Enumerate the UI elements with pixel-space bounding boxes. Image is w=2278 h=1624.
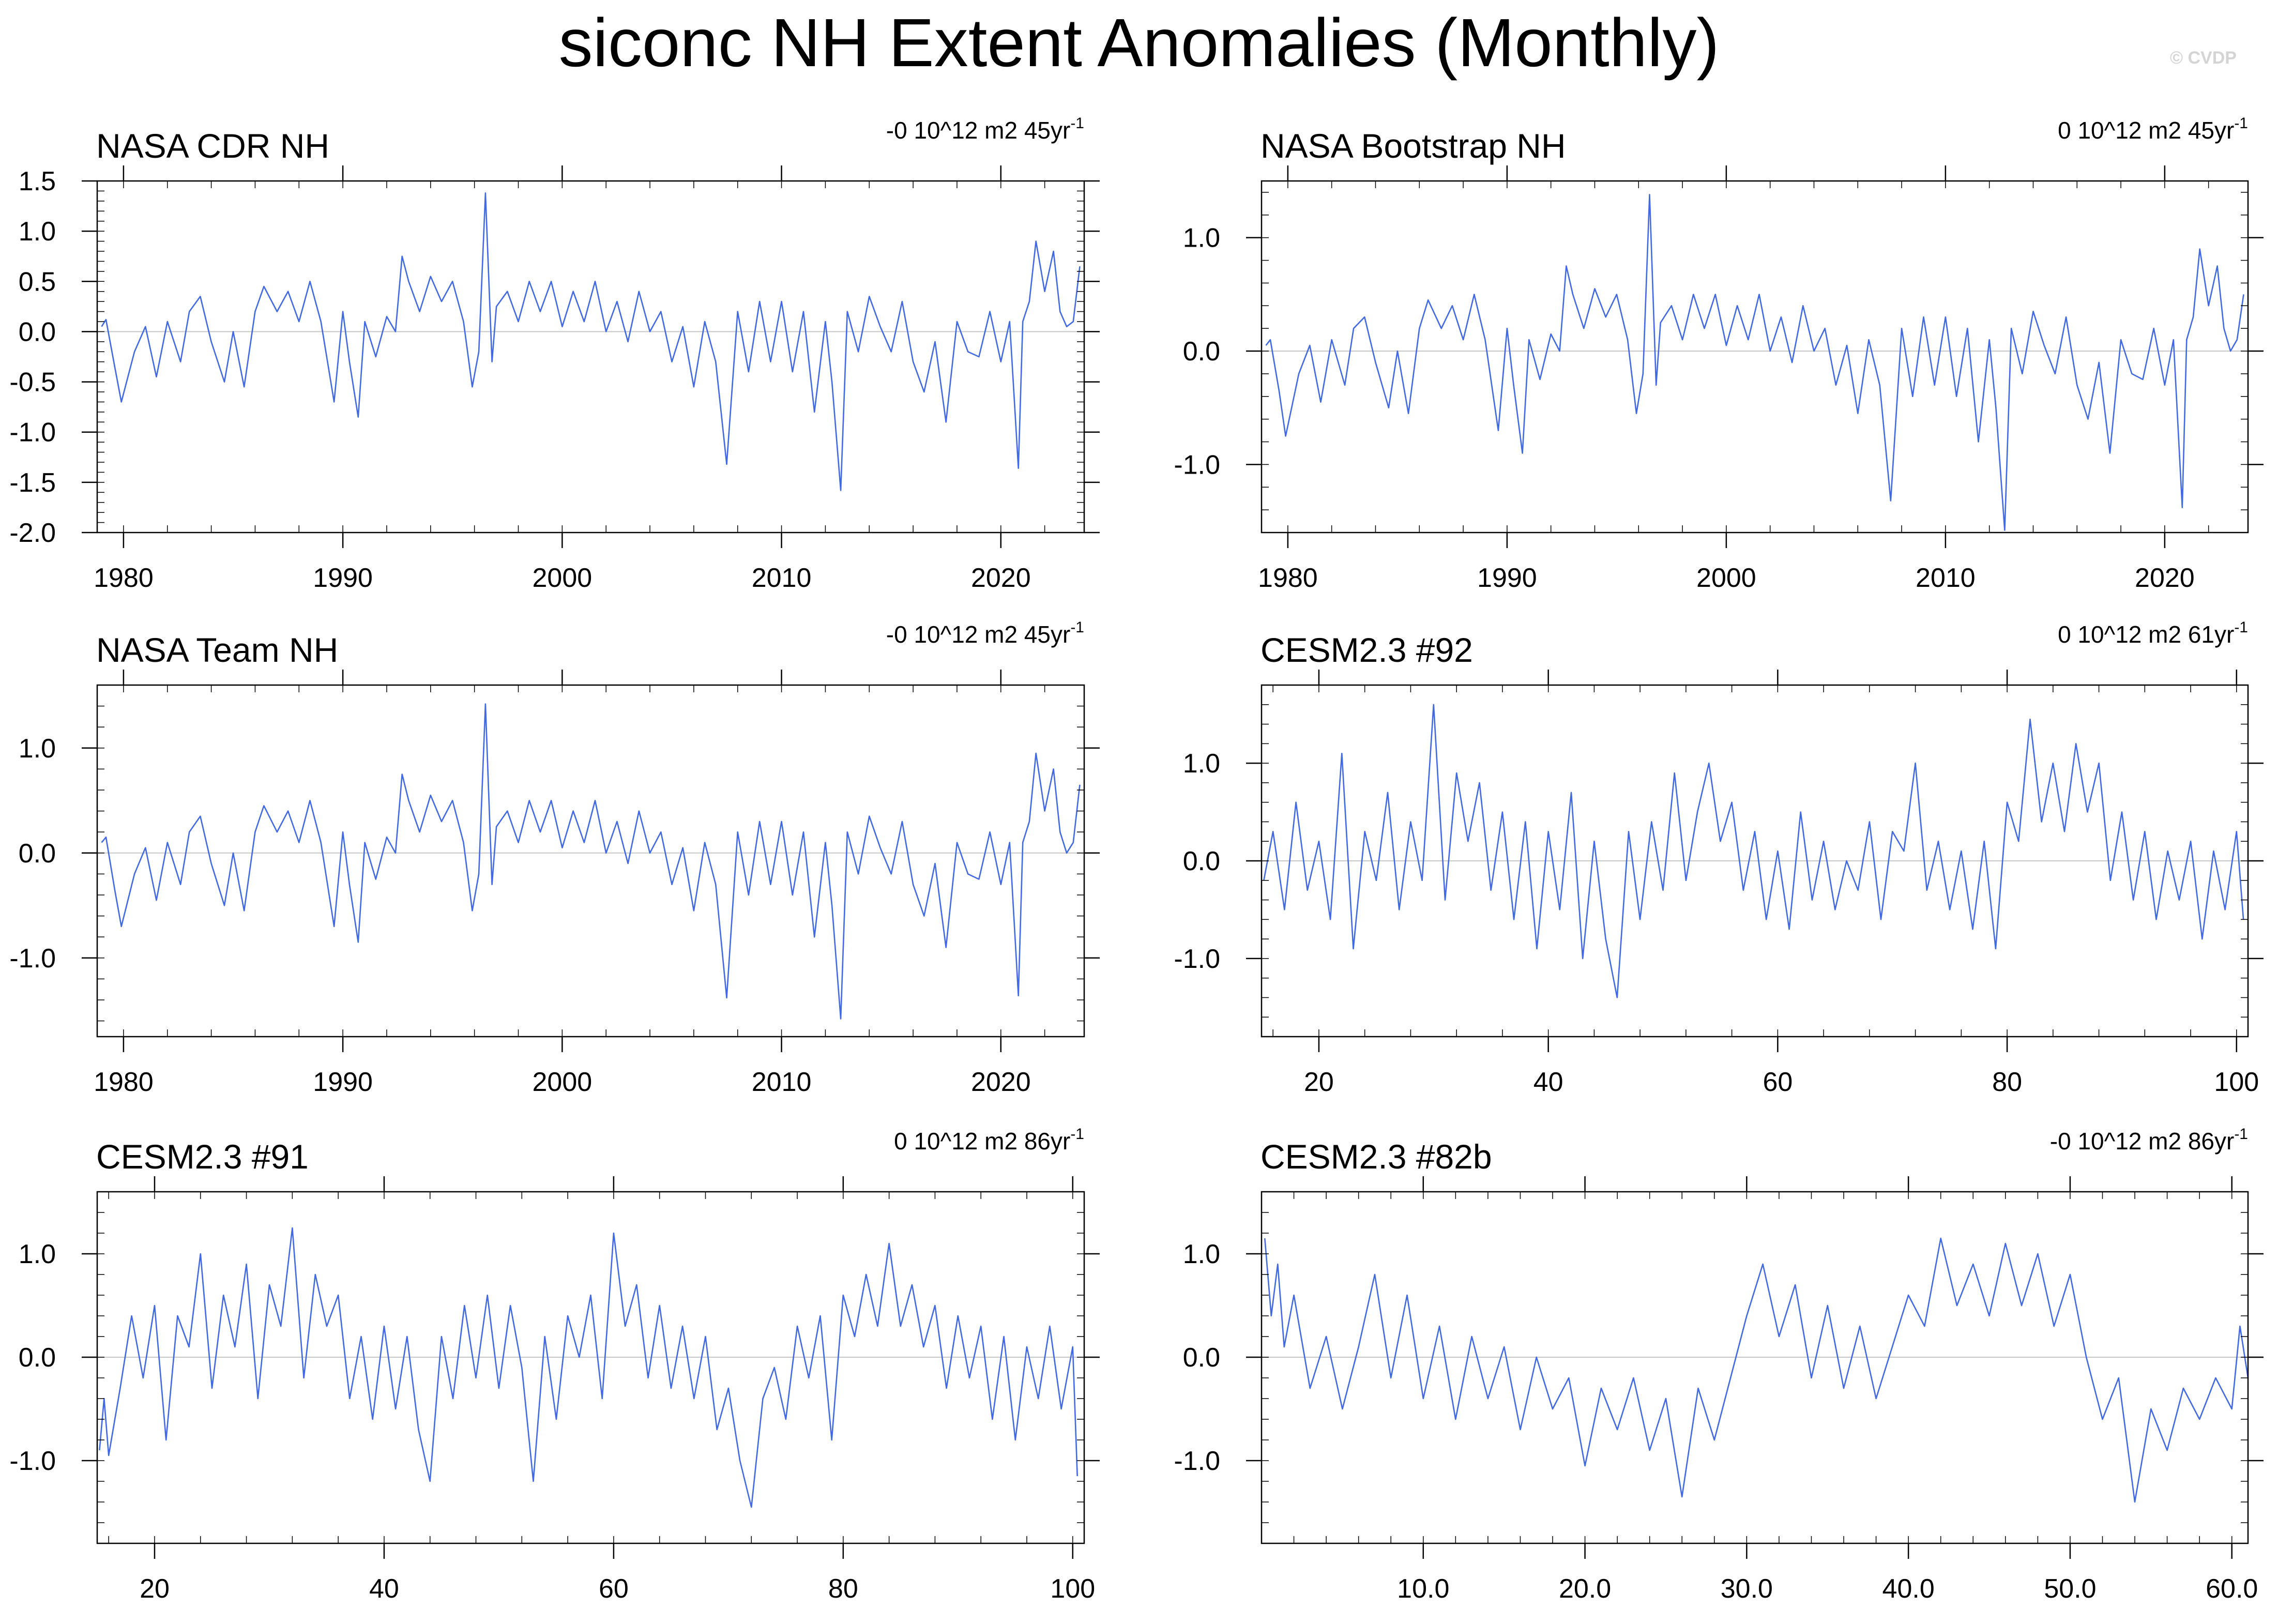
y-tick-label: 1.5	[19, 166, 56, 196]
trend-exponent: -1	[1070, 1126, 1084, 1143]
trend-annotation: 0 10^12 m2 45yr-1	[2058, 115, 2248, 144]
plot-frame	[96, 180, 1085, 534]
x-tick-label: 1980	[94, 563, 154, 593]
x-tick-label: 40	[1533, 1067, 1563, 1097]
y-tick-label: -1.0	[9, 944, 56, 974]
x-tick-label: 2010	[1916, 563, 1976, 593]
x-tick-label: 100	[2214, 1067, 2259, 1097]
y-tick-label: 0.0	[1183, 1343, 1220, 1373]
y-tick-label: 1.0	[1183, 749, 1220, 779]
trend-exponent: -1	[1070, 619, 1084, 636]
panel-title: CESM2.3 #92	[1261, 631, 1473, 669]
panel-title: CESM2.3 #91	[96, 1137, 309, 1176]
x-tick-label: 20	[1304, 1067, 1334, 1097]
plot-frame	[1261, 1191, 2249, 1544]
y-tick-label: 0.0	[19, 839, 56, 869]
trend-exponent: -1	[2234, 619, 2248, 636]
x-tick-label: 20.0	[1559, 1574, 1611, 1604]
panel-title: NASA CDR NH	[96, 127, 329, 165]
panel-title: NASA Bootstrap NH	[1261, 127, 1566, 165]
series-line	[99, 1227, 1078, 1508]
x-tick-label: 40.0	[1882, 1574, 1935, 1604]
y-tick-label: 0.0	[1183, 337, 1220, 367]
series-line	[101, 703, 1081, 1020]
trend-annotation: 0 10^12 m2 86yr-1	[894, 1126, 1084, 1155]
x-tick-label: 60	[599, 1574, 629, 1604]
y-tick-label: -1.0	[9, 1446, 56, 1476]
y-tick-label: 0.0	[1183, 846, 1220, 876]
trend-text: 0 10^12 m2 61yr	[2058, 621, 2234, 648]
y-tick-label: 1.0	[19, 217, 56, 247]
trend-annotation: -0 10^12 m2 45yr-1	[886, 619, 1084, 648]
chart-panel-5: 20 40 60 80 100 -1.0 0.0 1.0 CESM2.3 #91 0 10^12 …	[9, 1126, 1100, 1604]
y-tick-label: -2.0	[9, 518, 56, 548]
watermark: © CVDP	[2170, 48, 2237, 68]
x-tick-label: 1990	[1477, 563, 1537, 593]
x-tick-label: 1990	[313, 563, 373, 593]
series-line	[1264, 1237, 2249, 1503]
series-line	[1263, 704, 2244, 998]
x-tick-label: 100	[1050, 1574, 1095, 1604]
x-tick-label: 10.0	[1397, 1574, 1449, 1604]
x-tick-label: 1990	[313, 1067, 373, 1097]
y-tick-label: -1.0	[1174, 1446, 1220, 1476]
plot-frame	[1261, 180, 2249, 534]
x-tick-label: 50.0	[2044, 1574, 2096, 1604]
trend-text: -0 10^12 m2 45yr	[886, 117, 1071, 144]
y-tick-label: 1.0	[1183, 223, 1220, 253]
y-tick-label: -1.5	[9, 468, 56, 498]
trend-exponent: -1	[1070, 115, 1084, 132]
y-tick-label: 0.0	[19, 1343, 56, 1373]
y-tick-label: 0.0	[19, 317, 56, 347]
x-tick-label: 2020	[971, 1067, 1031, 1097]
trend-annotation: 0 10^12 m2 61yr-1	[2058, 619, 2248, 648]
x-tick-label: 20	[140, 1574, 170, 1604]
x-tick-label: 1980	[1258, 563, 1318, 593]
x-tick-label: 60.0	[2206, 1574, 2258, 1604]
x-tick-label: 2010	[752, 1067, 812, 1097]
series-line	[101, 192, 1081, 491]
chart-panel-2: 1980 1990 2000 2010 2020 -1.0 0.0 1.0 NASA Boots…	[1174, 115, 2264, 593]
chart-panel-6: 10.0 20.0 30.0 40.0 50.0 60.0 -1.0 0.0 1.0 CESM2.…	[1174, 1126, 2264, 1604]
x-tick-label: 2000	[1696, 563, 1756, 593]
chart-panel-4: 20 40 60 80 100 -1.0 0.0 1.0 CESM2.3 #92 0 10^12 …	[1174, 619, 2264, 1097]
page-title: siconc NH Extent Anomalies (Monthly)	[558, 5, 1720, 81]
trend-exponent: -1	[2234, 115, 2248, 132]
chart-panel-1: 1980 1990 2000 2010 2020 -2.0 -1.5 -1.0 -0.5 0.0 0…	[9, 115, 1100, 593]
x-tick-label: 1980	[94, 1067, 154, 1097]
trend-exponent: -1	[2234, 1126, 2248, 1143]
y-tick-label: -1.0	[9, 418, 56, 448]
x-tick-label: 2020	[2135, 563, 2195, 593]
trend-text: 0 10^12 m2 86yr	[894, 1128, 1070, 1155]
x-tick-label: 80	[1992, 1067, 2022, 1097]
plot-frame	[96, 1191, 1085, 1544]
x-tick-label: 2000	[533, 563, 593, 593]
chart-panel-3: 1980 1990 2000 2010 2020 -1.0 0.0 1.0 NASA Team …	[9, 619, 1100, 1097]
plot-frame	[96, 684, 1085, 1038]
trend-annotation: -0 10^12 m2 86yr-1	[2050, 1126, 2248, 1155]
x-tick-label: 40	[369, 1574, 399, 1604]
y-tick-label: 0.5	[19, 267, 56, 297]
x-tick-label: 2010	[752, 563, 812, 593]
trend-text: 0 10^12 m2 45yr	[2058, 117, 2234, 144]
panel-title: NASA Team NH	[96, 631, 338, 669]
trend-text: -0 10^12 m2 45yr	[886, 621, 1071, 648]
y-tick-label: -1.0	[1174, 944, 1220, 974]
series-line	[1265, 193, 2244, 531]
trend-annotation: -0 10^12 m2 45yr-1	[886, 115, 1084, 144]
y-tick-label: 1.0	[19, 1239, 56, 1269]
y-tick-label: 1.0	[19, 734, 56, 764]
y-tick-label: 1.0	[1183, 1239, 1220, 1269]
panel-title: CESM2.3 #82b	[1261, 1137, 1492, 1176]
y-tick-label: -0.5	[9, 368, 56, 398]
y-tick-label: -1.0	[1174, 450, 1220, 480]
x-tick-label: 60	[1763, 1067, 1793, 1097]
x-tick-label: 30.0	[1721, 1574, 1773, 1604]
x-tick-label: 2000	[533, 1067, 593, 1097]
x-tick-label: 2020	[971, 563, 1031, 593]
x-tick-label: 80	[828, 1574, 858, 1604]
trend-text: -0 10^12 m2 86yr	[2050, 1128, 2235, 1155]
